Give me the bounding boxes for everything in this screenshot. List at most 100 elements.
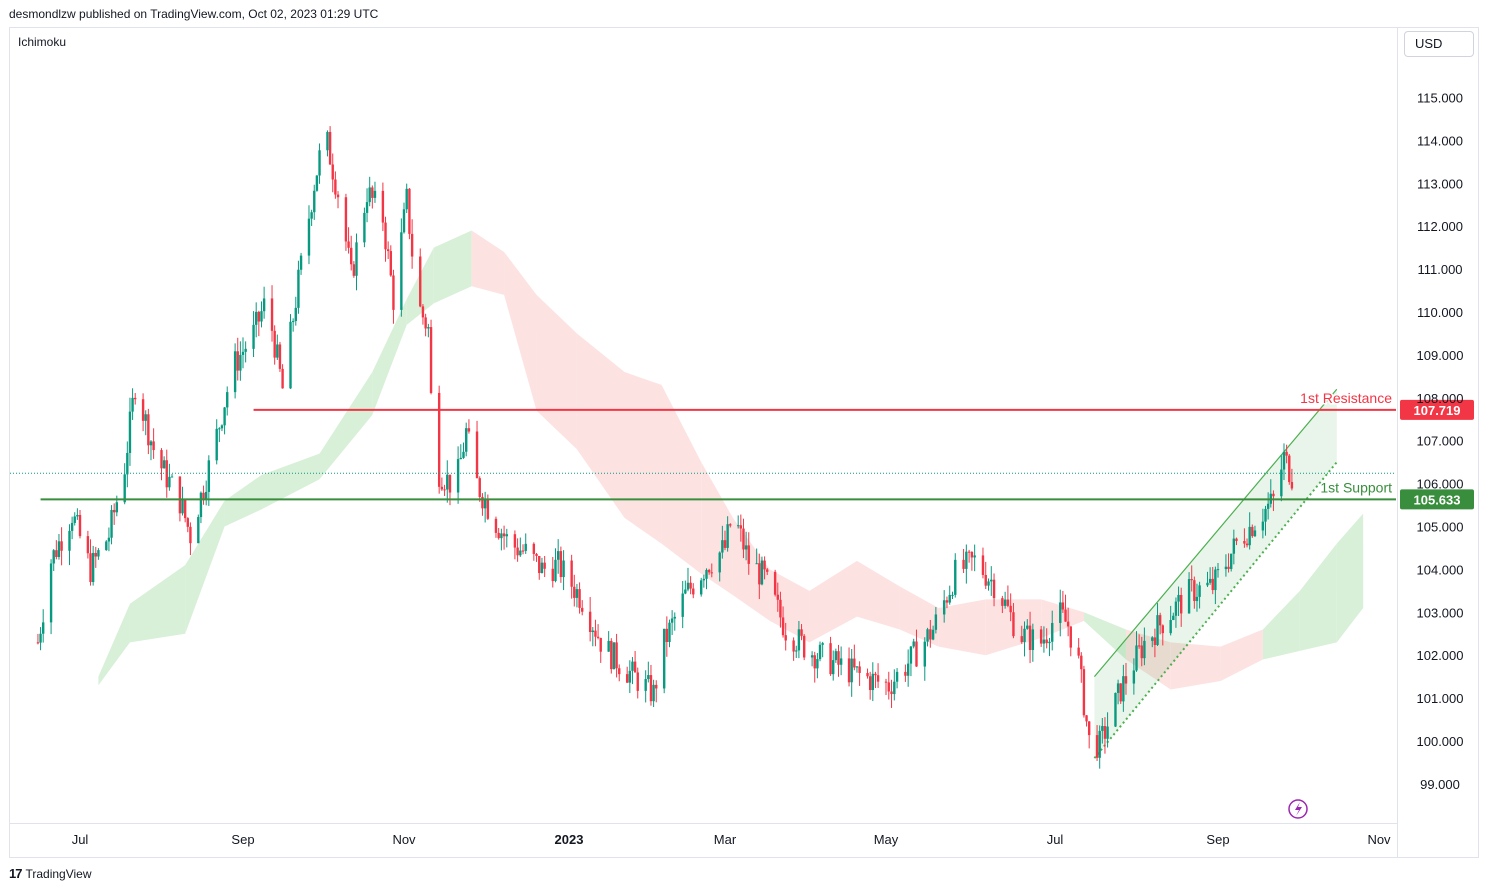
candle-body[interactable] (262, 298, 266, 312)
candle-body[interactable] (1137, 645, 1141, 647)
candle-body[interactable] (1006, 599, 1010, 606)
candle-body[interactable] (655, 684, 658, 689)
candle-body[interactable] (257, 311, 261, 322)
candle-body[interactable] (386, 249, 390, 252)
candle-body[interactable] (906, 663, 910, 676)
candle-body[interactable] (128, 411, 132, 453)
candle-body[interactable] (1143, 640, 1146, 659)
candle-body[interactable] (1156, 615, 1159, 645)
candle-body[interactable] (408, 188, 411, 234)
candle-body[interactable] (467, 428, 471, 432)
candle-body[interactable] (810, 655, 814, 658)
candle-body[interactable] (1051, 622, 1054, 642)
candle-body[interactable] (299, 255, 303, 270)
candle-body[interactable] (521, 550, 525, 552)
candle-body[interactable] (702, 578, 706, 581)
candle-body[interactable] (519, 550, 522, 556)
candle-body[interactable] (578, 589, 581, 608)
candle-body[interactable] (315, 175, 319, 191)
candle-body[interactable] (1243, 540, 1246, 544)
candle-body[interactable] (779, 599, 782, 618)
candle-body[interactable] (1077, 647, 1080, 656)
candle-body[interactable] (1235, 538, 1238, 541)
candle-body[interactable] (1187, 579, 1191, 614)
candle-body[interactable] (371, 187, 374, 198)
candle-body[interactable] (1245, 543, 1249, 546)
candle-body[interactable] (273, 330, 276, 358)
candle-body[interactable] (254, 311, 258, 325)
candle-body[interactable] (1066, 621, 1070, 627)
candle-body[interactable] (1001, 598, 1004, 606)
candle-body[interactable] (55, 550, 58, 557)
candle-body[interactable] (478, 478, 481, 497)
candle-body[interactable] (1122, 676, 1125, 702)
candle-body[interactable] (942, 600, 946, 615)
candle-body[interactable] (1282, 451, 1286, 470)
candle-body[interactable] (115, 502, 119, 513)
candle-body[interactable] (1285, 451, 1288, 456)
candle-body[interactable] (612, 642, 616, 670)
candle-body[interactable] (987, 581, 990, 586)
candle-body[interactable] (481, 496, 484, 509)
candle-body[interactable] (610, 640, 613, 670)
candle-body[interactable] (1266, 503, 1270, 509)
candle-body[interactable] (973, 555, 976, 558)
candle-body[interactable] (962, 559, 965, 569)
candle-body[interactable] (1211, 578, 1214, 591)
candle-body[interactable] (1198, 585, 1201, 597)
candle-body[interactable] (239, 354, 242, 371)
candle-body[interactable] (1179, 594, 1183, 614)
candle-body[interactable] (1031, 629, 1035, 650)
candle-body[interactable] (144, 414, 147, 421)
candle-body[interactable] (421, 306, 425, 318)
candle-body[interactable] (505, 534, 508, 537)
candle-body[interactable] (465, 428, 468, 452)
candle-body[interactable] (1290, 482, 1294, 489)
candle-body[interactable] (575, 589, 579, 598)
candle-body[interactable] (931, 629, 935, 640)
candle-body[interactable] (895, 671, 899, 682)
candle-body[interactable] (839, 658, 843, 665)
candle-body[interactable] (226, 392, 229, 408)
candle-body[interactable] (1116, 683, 1120, 693)
candle-body[interactable] (540, 562, 544, 574)
candle-body[interactable] (260, 311, 263, 322)
candle-body[interactable] (834, 651, 838, 661)
candle-body[interactable] (649, 675, 653, 702)
candle-body[interactable] (1216, 569, 1220, 571)
candle-body[interactable] (91, 552, 95, 583)
candle-body[interactable] (1048, 641, 1051, 644)
candle-body[interactable] (596, 636, 600, 638)
candle-body[interactable] (86, 536, 90, 554)
candle-body[interactable] (68, 530, 71, 551)
candle-body[interactable] (70, 522, 74, 531)
candle-body[interactable] (1009, 605, 1012, 613)
candle-body[interactable] (60, 541, 63, 551)
candle-body[interactable] (456, 459, 460, 493)
candle-body[interactable] (1227, 566, 1230, 569)
candle-body[interactable] (107, 537, 111, 542)
currency-button[interactable]: USD (1404, 31, 1474, 57)
candle-body[interactable] (402, 209, 406, 233)
candle-body[interactable] (373, 190, 377, 198)
candle-body[interactable] (241, 351, 245, 355)
candle-body[interactable] (334, 179, 337, 195)
candle-body[interactable] (123, 474, 126, 503)
candle-body[interactable] (570, 560, 573, 587)
candle-body[interactable] (389, 251, 393, 276)
candle-body[interactable] (742, 528, 745, 550)
candle-body[interactable] (797, 629, 801, 651)
candle-body[interactable] (73, 516, 76, 523)
candle-body[interactable] (365, 202, 369, 213)
candle-body[interactable] (1085, 715, 1088, 722)
candle-body[interactable] (89, 553, 92, 583)
candle-body[interactable] (1172, 615, 1175, 621)
candle-body[interactable] (992, 579, 996, 599)
candle-body[interactable] (1003, 599, 1007, 606)
candle-body[interactable] (581, 607, 584, 612)
candle-body[interactable] (1124, 676, 1128, 684)
candle-body[interactable] (633, 661, 637, 673)
candle-body[interactable] (475, 431, 479, 479)
candle-body[interactable] (1080, 655, 1083, 670)
candle-body[interactable] (1214, 569, 1217, 591)
